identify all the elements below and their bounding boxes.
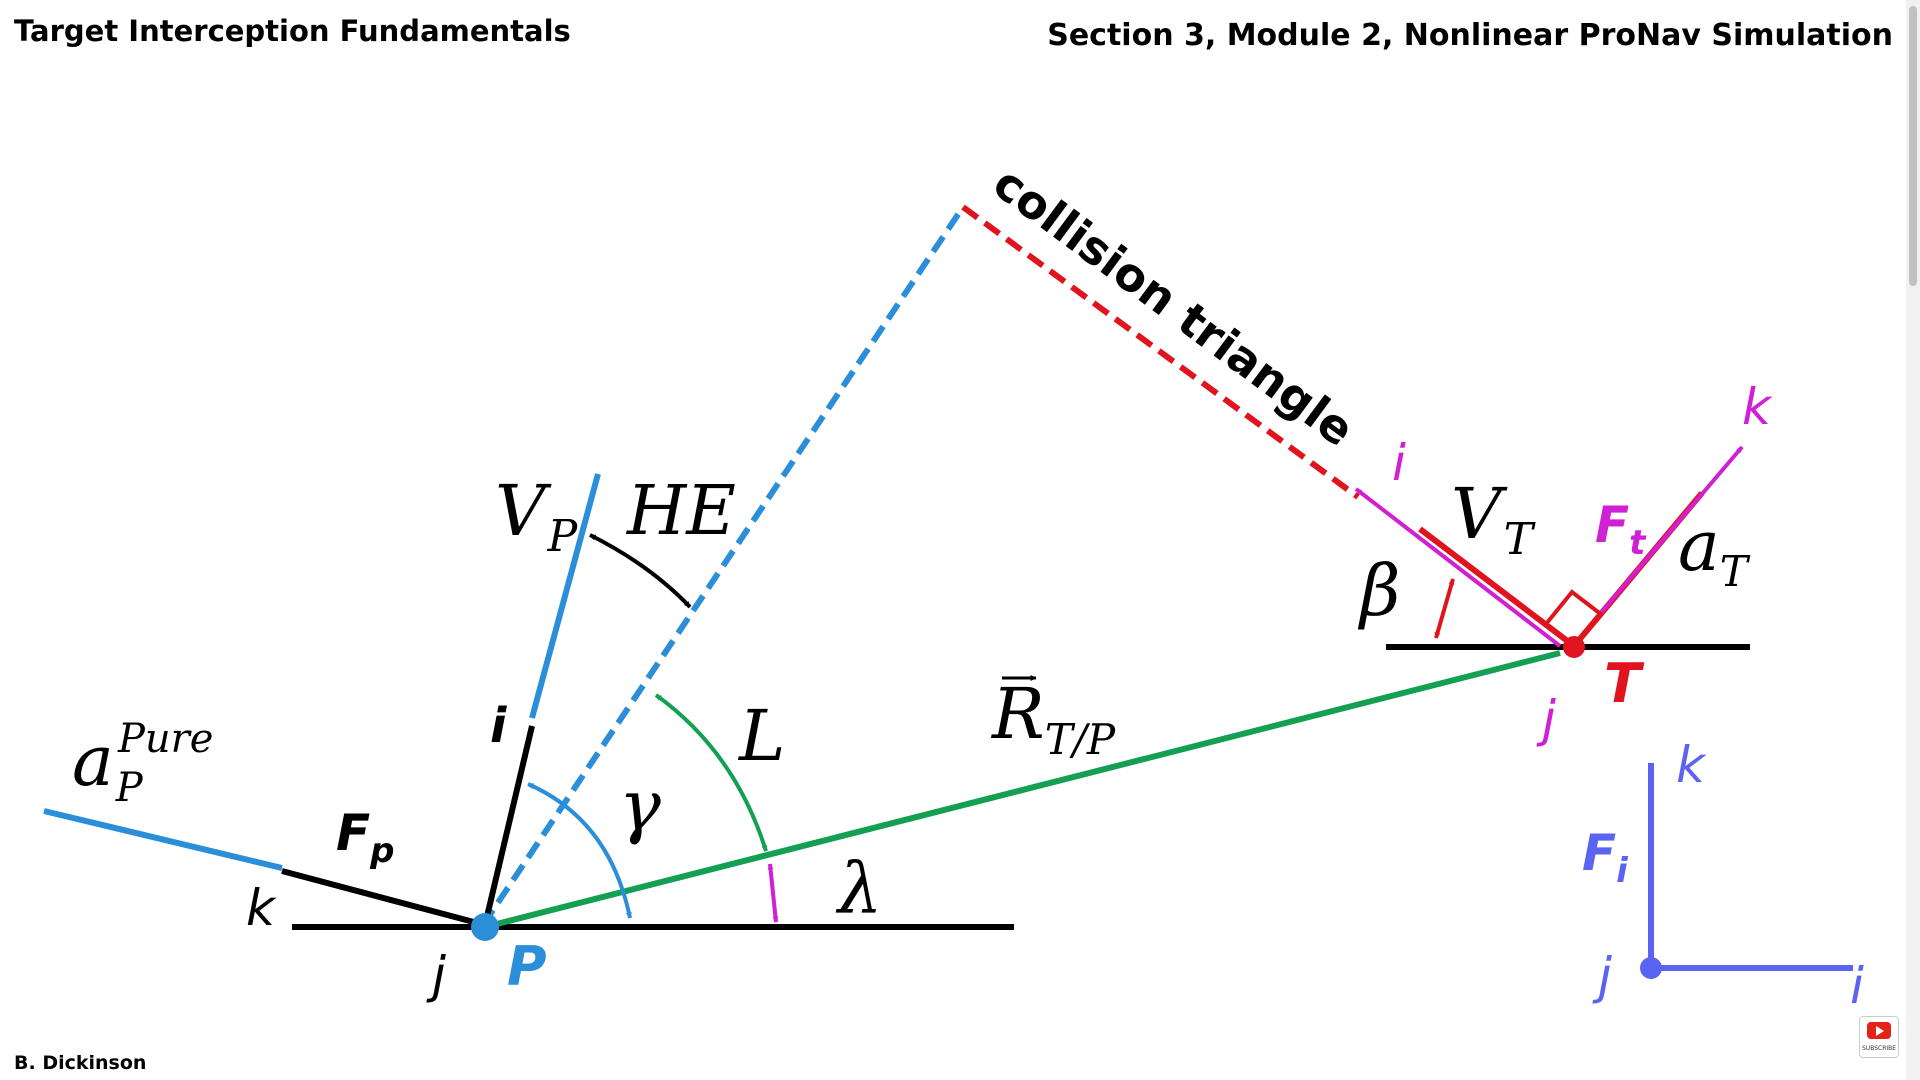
pursuer-i-label: i [490,698,507,754]
target-point-label: T [1604,652,1645,715]
target-k-axis [1598,445,1744,616]
target-accel-label: aT [1678,505,1751,596]
target-point [1563,636,1585,658]
inertial-j-label: j [1592,947,1612,1005]
target-i-label: i [1392,434,1406,492]
lead-angle-arc [654,693,768,852]
author-credit: B. Dickinson [14,1052,147,1074]
pursuer-velocity-vector [529,473,601,719]
pursuer-frame-label: Fp [336,804,395,871]
range-vector-label: RT/P [990,673,1116,764]
youtube-subscribe-icon [1867,1022,1891,1039]
pursuer-velocity-label: VP [495,470,579,562]
vertical-scrollbar[interactable] [1906,0,1920,1080]
youtube-subscribe-button[interactable]: SUBSCRIBE [1859,1016,1899,1058]
pursuer-point [471,913,499,941]
pursuer-k-label: k [246,879,277,937]
pursuer-point-label: P [507,935,547,998]
target-heading-arrow [1434,578,1455,639]
los-angle-label: λ [835,848,882,930]
target-velocity-label: VT [1451,473,1537,565]
section-title: Section 3, Module 2, Nonlinear ProNav Si… [1047,18,1893,53]
course-title: Target Interception Fundamentals [14,14,571,48]
pursuer-acceleration-label: aP [72,720,144,811]
target-velocity-vector [1418,526,1576,649]
inertial-frame-label: Fi [1582,824,1629,891]
scrollbar-thumb[interactable] [1909,6,1917,286]
pursuer-acceleration-vector [43,808,283,871]
youtube-subscribe-label: SUBSCRIBE [1862,1045,1897,1052]
heading-error-label: HE [625,472,736,551]
lead-angle-label: L [737,695,785,777]
right-angle-marker [1544,589,1604,626]
target-k-label: k [1742,378,1773,436]
target-heading-label: β [1357,550,1400,632]
flight-path-angle-arc [527,782,632,919]
pursuer-k-axis [281,868,486,928]
target-j-label: j [1536,690,1556,748]
range-vector [484,650,1561,930]
collision-triangle-label: collision triangle [983,155,1364,456]
target-i-axis [1354,487,1562,648]
inertial-origin [1640,957,1662,979]
heading-error-arc [589,533,692,609]
collision-triangle-pursuer-leg [480,205,966,927]
los-angle-arrow [767,863,779,923]
flight-path-angle-label: γ [619,765,661,847]
pursuer-j-label: j [426,946,446,1004]
collision-triangle-target-leg [961,204,1360,500]
inertial-k-label: k [1676,736,1707,794]
pursuer-acceleration-superscript: Pure [117,716,213,762]
target-frame-label: Ft [1595,496,1647,563]
pursuer-i-axis [482,725,535,926]
inertial-i-label: i [1850,957,1864,1015]
